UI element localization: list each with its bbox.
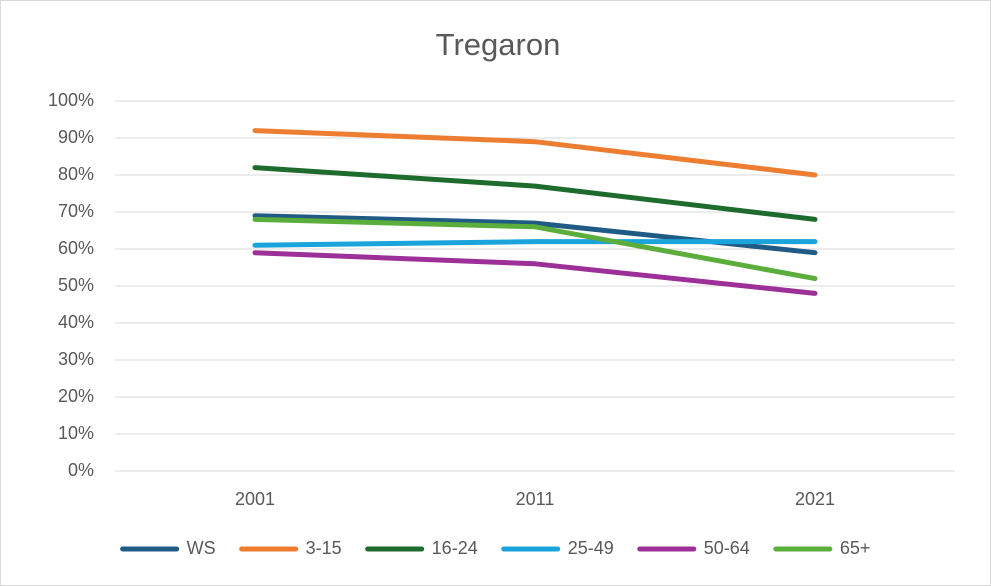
x-tick-label: 2021 — [795, 489, 835, 509]
legend-label: 50-64 — [704, 538, 750, 558]
y-tick-label: 20% — [58, 386, 94, 406]
series-line — [252, 128, 818, 178]
y-tick-label: 40% — [58, 312, 94, 332]
y-tick-label: 60% — [58, 238, 94, 258]
x-tick-label: 2011 — [516, 489, 555, 509]
series-line — [252, 239, 818, 248]
y-tick-label: 30% — [58, 349, 94, 369]
y-tick-label: 80% — [58, 164, 94, 184]
y-tick-label: 10% — [58, 423, 94, 443]
legend-label: 3-15 — [306, 538, 342, 558]
y-tick-label: 100% — [48, 90, 94, 110]
y-tick-label: 70% — [58, 201, 94, 221]
legend-label: WS — [187, 538, 216, 558]
y-tick-label: 50% — [58, 275, 94, 295]
y-tick-label: 0% — [68, 460, 94, 480]
legend-label: 16-24 — [432, 538, 478, 558]
legend-label: 65+ — [840, 538, 871, 558]
y-tick-label: 90% — [58, 127, 94, 147]
x-tick-label: 2001 — [235, 489, 275, 509]
series-line — [252, 165, 818, 222]
legend-label: 25-49 — [568, 538, 614, 558]
chart-title: Tregaron — [436, 27, 561, 62]
series-line — [252, 250, 818, 296]
series-line — [252, 216, 818, 282]
